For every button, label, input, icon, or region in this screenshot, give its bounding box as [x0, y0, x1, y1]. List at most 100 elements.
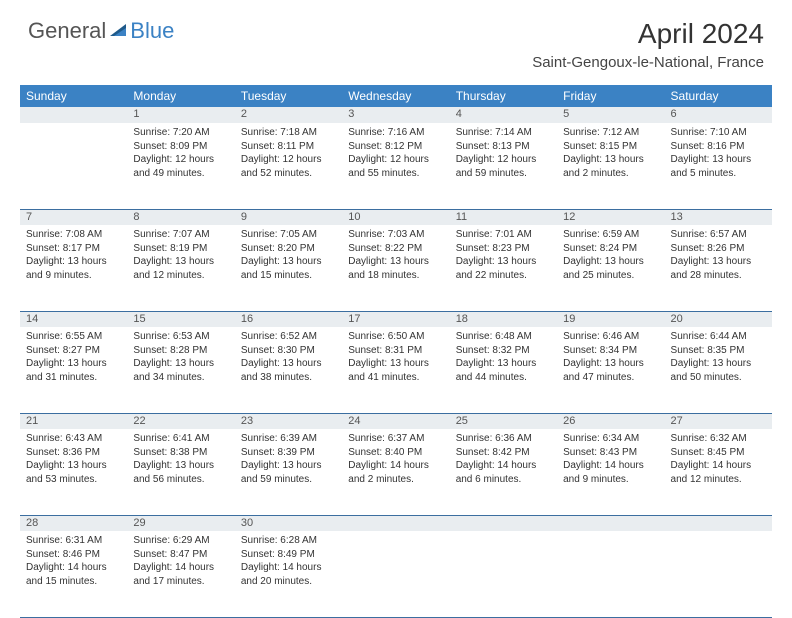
day-cell-content: Sunrise: 6:36 AMSunset: 8:42 PMDaylight:…	[450, 429, 557, 490]
sunset-text: Sunset: 8:47 PM	[133, 548, 228, 562]
day-number-cell: 4	[450, 107, 557, 123]
day-cell-content: Sunrise: 7:03 AMSunset: 8:22 PMDaylight:…	[342, 225, 449, 286]
day-cell-content: Sunrise: 6:29 AMSunset: 8:47 PMDaylight:…	[127, 531, 234, 592]
day-number-row: 123456	[20, 107, 772, 123]
day-number-cell: 6	[665, 107, 772, 123]
day-cell: Sunrise: 6:34 AMSunset: 8:43 PMDaylight:…	[557, 429, 664, 515]
day-cell	[665, 531, 772, 617]
day-content-row: Sunrise: 6:43 AMSunset: 8:36 PMDaylight:…	[20, 429, 772, 515]
weekday-header: Sunday	[20, 85, 127, 107]
sunrise-text: Sunrise: 6:46 AM	[563, 330, 658, 344]
sunset-text: Sunset: 8:38 PM	[133, 446, 228, 460]
day-cell-content: Sunrise: 6:37 AMSunset: 8:40 PMDaylight:…	[342, 429, 449, 490]
day-cell: Sunrise: 6:50 AMSunset: 8:31 PMDaylight:…	[342, 327, 449, 413]
sunset-text: Sunset: 8:40 PM	[348, 446, 443, 460]
sunset-text: Sunset: 8:11 PM	[241, 140, 336, 154]
day-cell-content: Sunrise: 7:14 AMSunset: 8:13 PMDaylight:…	[450, 123, 557, 184]
day-cell: Sunrise: 7:07 AMSunset: 8:19 PMDaylight:…	[127, 225, 234, 311]
day-cell-content: Sunrise: 6:52 AMSunset: 8:30 PMDaylight:…	[235, 327, 342, 388]
day-number-cell: 11	[450, 209, 557, 225]
day-cell-content: Sunrise: 6:59 AMSunset: 8:24 PMDaylight:…	[557, 225, 664, 286]
day-number-cell: 2	[235, 107, 342, 123]
sunrise-text: Sunrise: 7:10 AM	[671, 126, 766, 140]
sunset-text: Sunset: 8:34 PM	[563, 344, 658, 358]
day-content-row: Sunrise: 7:08 AMSunset: 8:17 PMDaylight:…	[20, 225, 772, 311]
weekday-header: Thursday	[450, 85, 557, 107]
day-cell: Sunrise: 6:31 AMSunset: 8:46 PMDaylight:…	[20, 531, 127, 617]
sunset-text: Sunset: 8:28 PM	[133, 344, 228, 358]
day-number-cell: 9	[235, 209, 342, 225]
day-cell: Sunrise: 6:39 AMSunset: 8:39 PMDaylight:…	[235, 429, 342, 515]
sunrise-text: Sunrise: 7:14 AM	[456, 126, 551, 140]
logo: General Blue	[28, 18, 174, 44]
daylight-text: Daylight: 13 hours and 2 minutes.	[563, 153, 658, 180]
calendar-table: SundayMondayTuesdayWednesdayThursdayFrid…	[20, 85, 772, 618]
day-cell: Sunrise: 7:14 AMSunset: 8:13 PMDaylight:…	[450, 123, 557, 209]
daylight-text: Daylight: 13 hours and 31 minutes.	[26, 357, 121, 384]
sunset-text: Sunset: 8:27 PM	[26, 344, 121, 358]
daylight-text: Daylight: 13 hours and 41 minutes.	[348, 357, 443, 384]
daylight-text: Daylight: 13 hours and 18 minutes.	[348, 255, 443, 282]
day-cell	[450, 531, 557, 617]
day-number-cell: 18	[450, 311, 557, 327]
day-cell-content: Sunrise: 6:41 AMSunset: 8:38 PMDaylight:…	[127, 429, 234, 490]
sunrise-text: Sunrise: 6:39 AM	[241, 432, 336, 446]
sunset-text: Sunset: 8:20 PM	[241, 242, 336, 256]
sunrise-text: Sunrise: 7:08 AM	[26, 228, 121, 242]
sunset-text: Sunset: 8:36 PM	[26, 446, 121, 460]
daylight-text: Daylight: 14 hours and 2 minutes.	[348, 459, 443, 486]
day-cell: Sunrise: 6:28 AMSunset: 8:49 PMDaylight:…	[235, 531, 342, 617]
day-number-cell: 27	[665, 413, 772, 429]
page-header: General Blue April 2024 Saint-Gengoux-le…	[0, 0, 792, 77]
sunrise-text: Sunrise: 7:01 AM	[456, 228, 551, 242]
day-number-cell	[20, 107, 127, 123]
sunrise-text: Sunrise: 6:37 AM	[348, 432, 443, 446]
sunset-text: Sunset: 8:24 PM	[563, 242, 658, 256]
daylight-text: Daylight: 12 hours and 52 minutes.	[241, 153, 336, 180]
sunset-text: Sunset: 8:42 PM	[456, 446, 551, 460]
sunrise-text: Sunrise: 6:29 AM	[133, 534, 228, 548]
day-number-cell: 10	[342, 209, 449, 225]
sunrise-text: Sunrise: 6:36 AM	[456, 432, 551, 446]
day-cell-content: Sunrise: 6:43 AMSunset: 8:36 PMDaylight:…	[20, 429, 127, 490]
day-number-cell: 16	[235, 311, 342, 327]
day-number-cell: 5	[557, 107, 664, 123]
sunset-text: Sunset: 8:26 PM	[671, 242, 766, 256]
sunrise-text: Sunrise: 6:32 AM	[671, 432, 766, 446]
day-number-cell: 8	[127, 209, 234, 225]
day-number-cell: 28	[20, 515, 127, 531]
day-cell	[342, 531, 449, 617]
day-number-cell: 3	[342, 107, 449, 123]
day-number-cell: 7	[20, 209, 127, 225]
sunset-text: Sunset: 8:46 PM	[26, 548, 121, 562]
daylight-text: Daylight: 13 hours and 50 minutes.	[671, 357, 766, 384]
sunrise-text: Sunrise: 7:07 AM	[133, 228, 228, 242]
daylight-text: Daylight: 13 hours and 34 minutes.	[133, 357, 228, 384]
day-cell: Sunrise: 6:41 AMSunset: 8:38 PMDaylight:…	[127, 429, 234, 515]
daylight-text: Daylight: 14 hours and 12 minutes.	[671, 459, 766, 486]
day-number-cell: 14	[20, 311, 127, 327]
sunrise-text: Sunrise: 6:43 AM	[26, 432, 121, 446]
daylight-text: Daylight: 13 hours and 22 minutes.	[456, 255, 551, 282]
day-cell: Sunrise: 6:46 AMSunset: 8:34 PMDaylight:…	[557, 327, 664, 413]
day-number-row: 78910111213	[20, 209, 772, 225]
day-cell: Sunrise: 6:52 AMSunset: 8:30 PMDaylight:…	[235, 327, 342, 413]
day-number-cell: 17	[342, 311, 449, 327]
sunset-text: Sunset: 8:19 PM	[133, 242, 228, 256]
day-number-row: 282930	[20, 515, 772, 531]
day-number-row: 14151617181920	[20, 311, 772, 327]
sunset-text: Sunset: 8:31 PM	[348, 344, 443, 358]
sunset-text: Sunset: 8:35 PM	[671, 344, 766, 358]
day-number-cell: 19	[557, 311, 664, 327]
sunset-text: Sunset: 8:13 PM	[456, 140, 551, 154]
day-number-cell	[665, 515, 772, 531]
day-number-cell: 23	[235, 413, 342, 429]
day-cell: Sunrise: 7:05 AMSunset: 8:20 PMDaylight:…	[235, 225, 342, 311]
daylight-text: Daylight: 13 hours and 53 minutes.	[26, 459, 121, 486]
day-cell: Sunrise: 6:36 AMSunset: 8:42 PMDaylight:…	[450, 429, 557, 515]
day-cell: Sunrise: 7:10 AMSunset: 8:16 PMDaylight:…	[665, 123, 772, 209]
day-number-cell: 1	[127, 107, 234, 123]
sunrise-text: Sunrise: 6:57 AM	[671, 228, 766, 242]
day-cell-content: Sunrise: 6:50 AMSunset: 8:31 PMDaylight:…	[342, 327, 449, 388]
day-cell-content: Sunrise: 7:18 AMSunset: 8:11 PMDaylight:…	[235, 123, 342, 184]
